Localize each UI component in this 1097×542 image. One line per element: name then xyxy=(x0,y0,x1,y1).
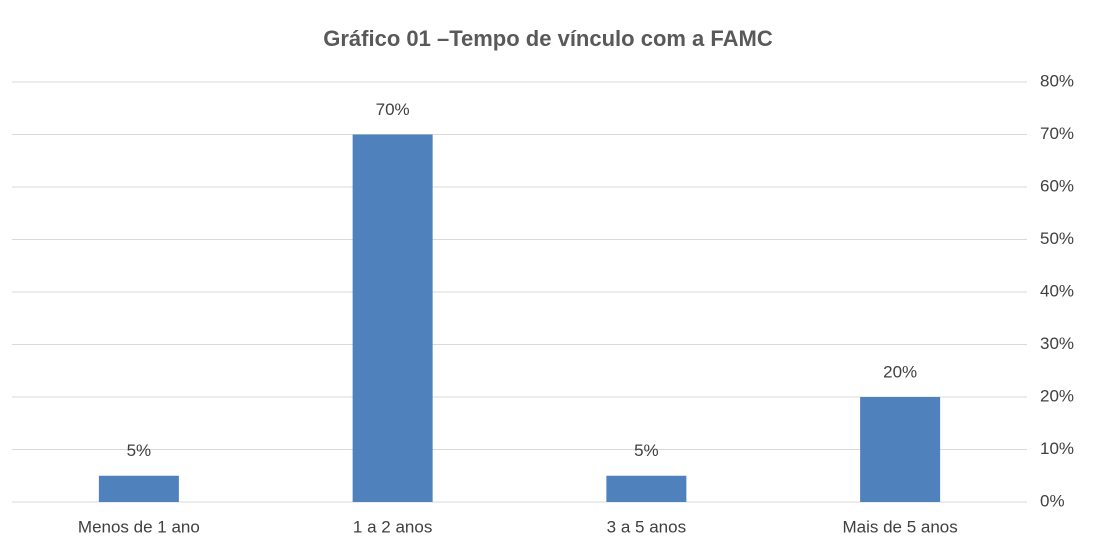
y-tick-label: 70% xyxy=(1040,124,1074,143)
y-tick-label: 10% xyxy=(1040,439,1074,458)
y-tick-label: 0% xyxy=(1040,491,1065,510)
y-tick-label: 20% xyxy=(1040,386,1074,405)
y-tick-label: 30% xyxy=(1040,334,1074,353)
y-tick-label: 80% xyxy=(1040,71,1074,90)
data-label: 5% xyxy=(127,441,152,460)
y-tick-label: 40% xyxy=(1040,281,1074,300)
x-tick-label: 3 a 5 anos xyxy=(607,517,686,536)
data-label: 20% xyxy=(883,362,917,381)
data-label: 70% xyxy=(376,100,410,119)
x-tick-label: 1 a 2 anos xyxy=(353,517,432,536)
chart-title: Gráfico 01 –Tempo de vínculo com a FAMC xyxy=(323,26,773,51)
bar xyxy=(860,397,941,502)
x-tick-label: Mais de 5 anos xyxy=(842,517,957,536)
y-tick-label: 50% xyxy=(1040,229,1074,248)
bar xyxy=(98,475,179,502)
x-tick-label: Menos de 1 ano xyxy=(78,517,200,536)
data-label: 5% xyxy=(634,441,659,460)
bar xyxy=(606,475,687,502)
bar xyxy=(352,134,433,502)
y-tick-label: 60% xyxy=(1040,176,1074,195)
